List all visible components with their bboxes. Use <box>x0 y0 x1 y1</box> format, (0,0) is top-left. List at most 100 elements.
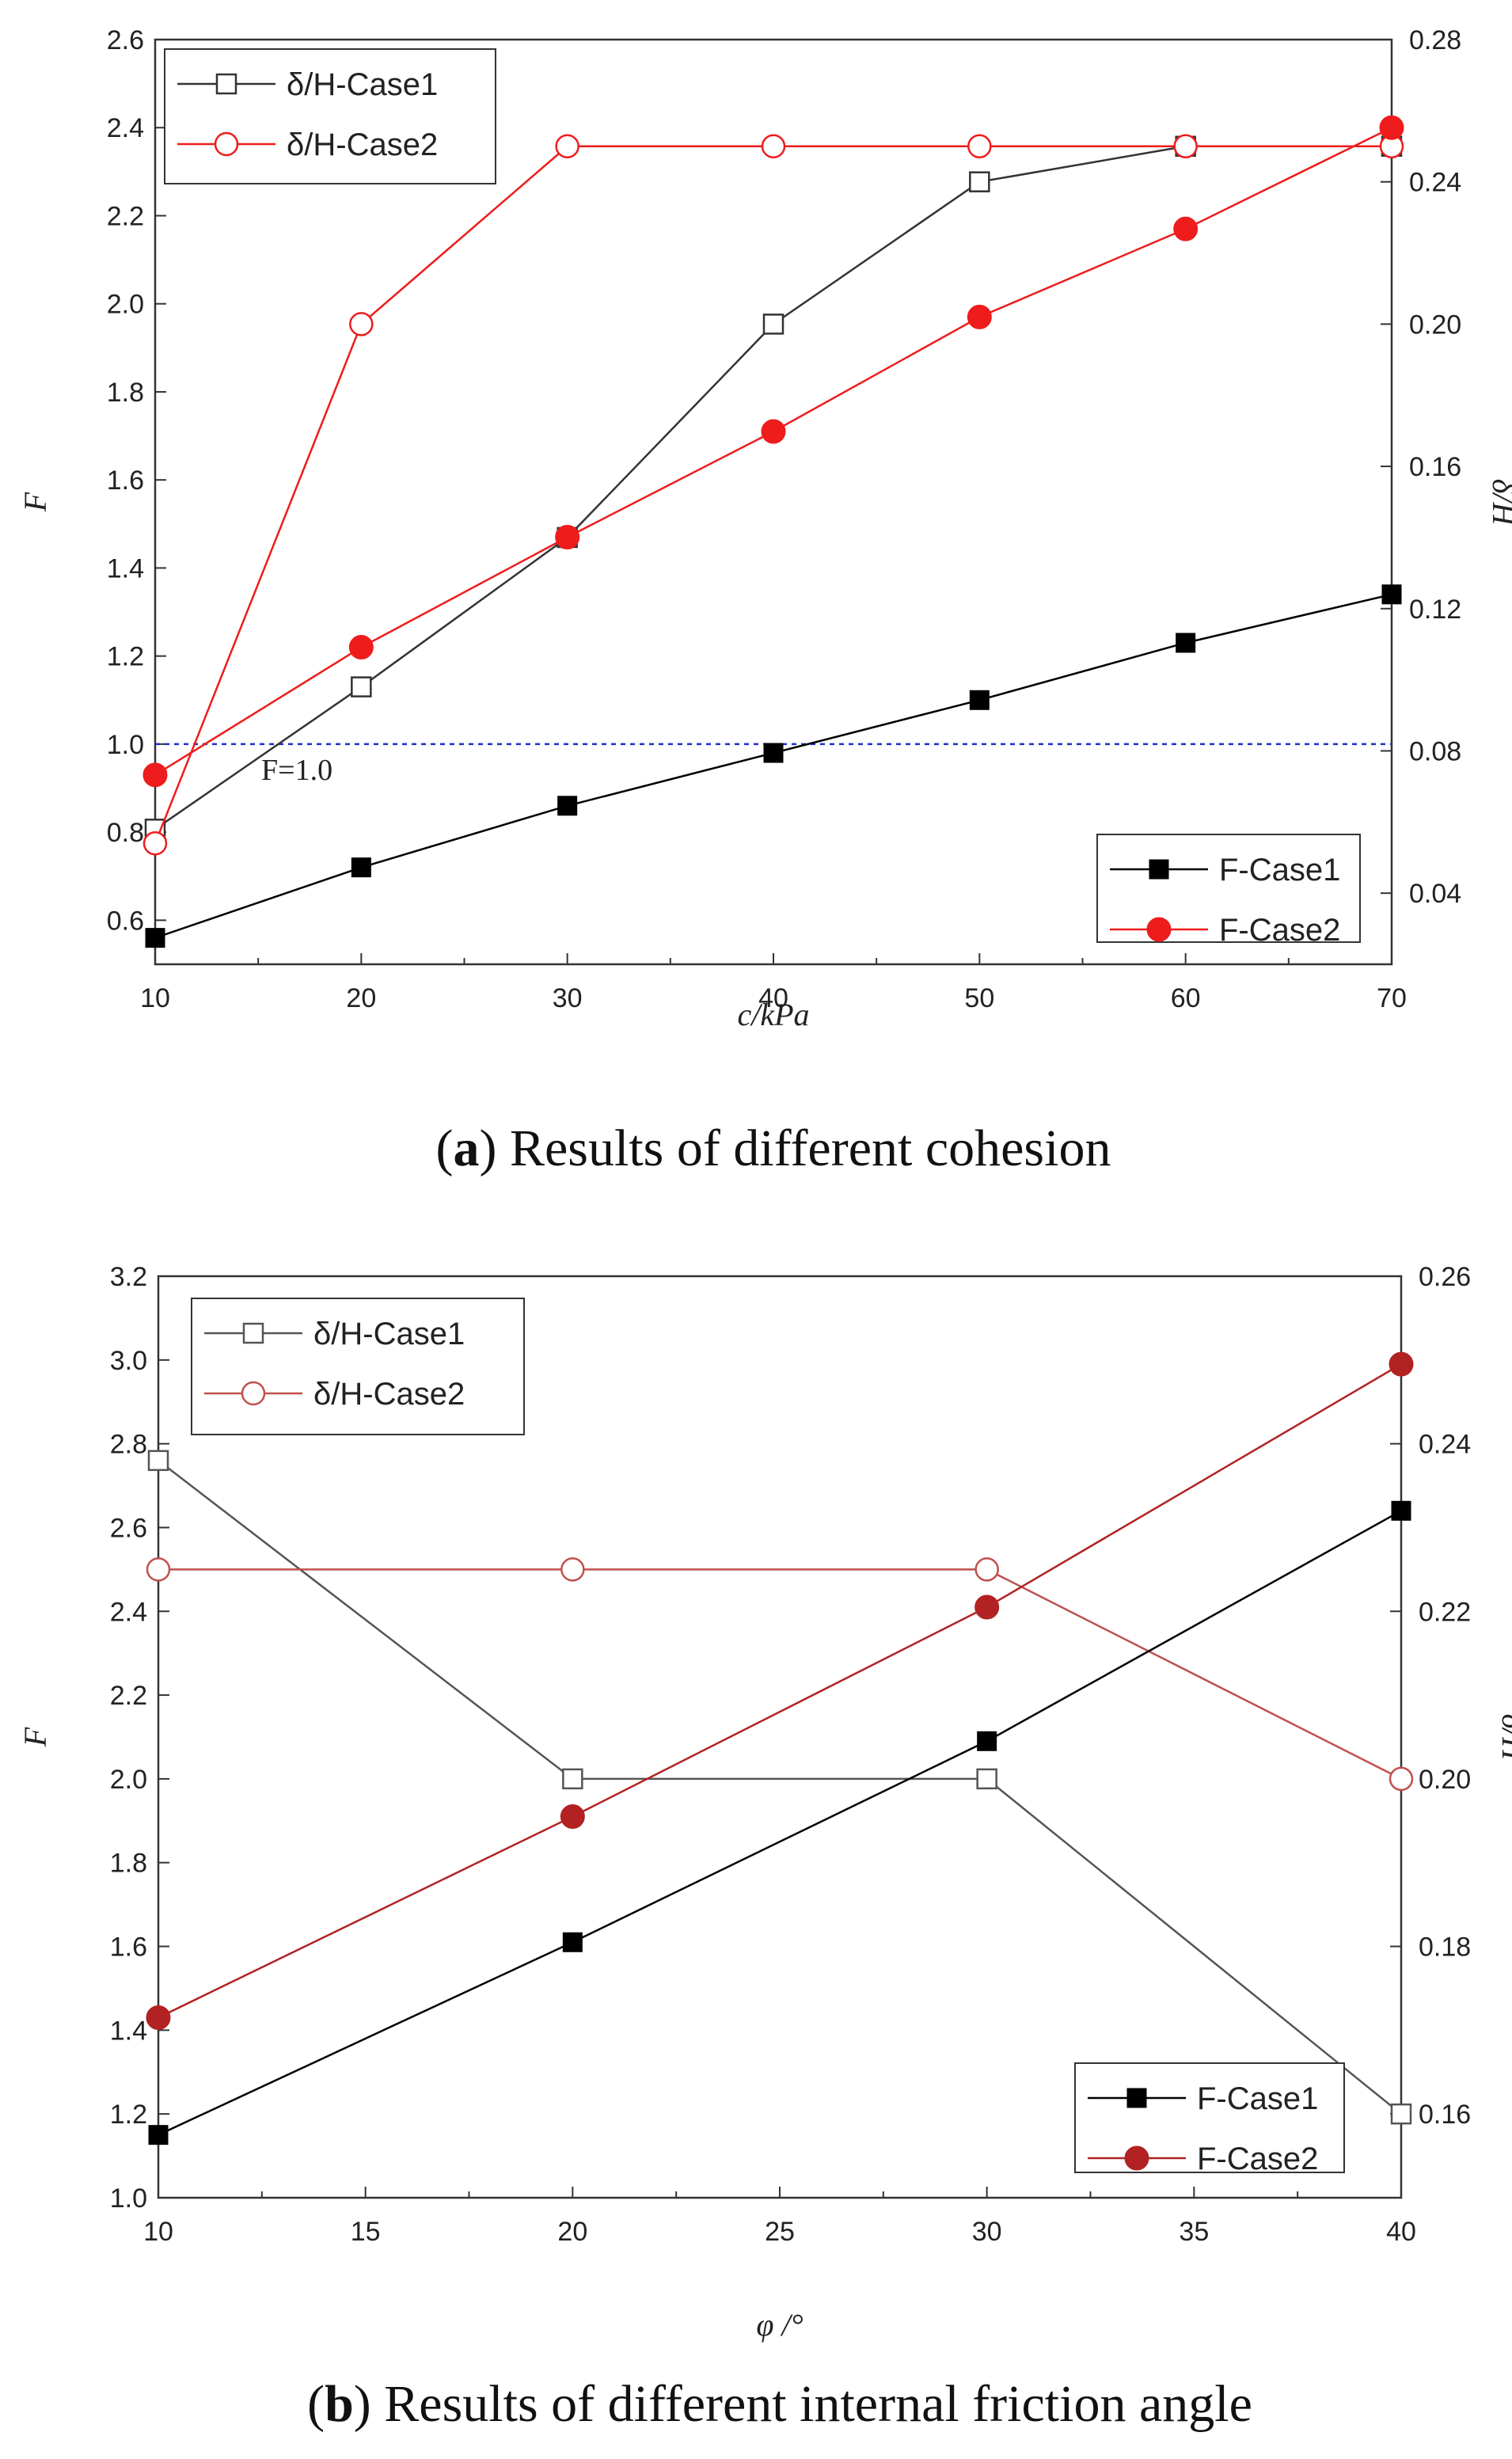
panel-b-xtick-label-4: 30 <box>972 2217 1002 2247</box>
panel-b-ytick-left-label-1: 1.2 <box>110 2100 147 2130</box>
panel-a-xtick-label-4: 50 <box>964 983 994 1013</box>
panel-b-series-3-point-1 <box>560 1804 585 1830</box>
panel-b-caption-text: ) Results of different internal friction… <box>354 2375 1252 2433</box>
panel-a-series-1-point-5 <box>1173 134 1198 159</box>
panel-b-legend-top-legend-marker-1 <box>241 1381 266 1406</box>
panel-b-xtick-label-2: 20 <box>557 2217 587 2247</box>
panel-b-ytick-right-label-2: 0.20 <box>1419 1765 1471 1795</box>
panel-b-caption-open: ( <box>307 2375 325 2433</box>
panel-a-y-axis-label-right: δ/H <box>1486 479 1512 527</box>
panel-a: 10 20 30 40 50 60 70 0.6 0.8 1.0 1.2 1.4 1.6 1.8 2.0 2.… <box>17 25 1512 1177</box>
panel-a-series-1-point-1 <box>349 312 374 336</box>
panel-a-series-1-point-4 <box>967 134 992 159</box>
panel-b-x-axis-label: φ /° <box>756 2307 803 2343</box>
panel-a-ytick-left-label-0: 0.6 <box>107 906 144 936</box>
panel-a-ytick-right-label-6: 0.28 <box>1409 25 1461 55</box>
panel-a-legend-bottom-legend-label-1: F-Case2 <box>1219 913 1340 948</box>
panel-b-caption: (b) Results of different internal fricti… <box>307 2375 1252 2433</box>
panel-b-ytick-right-label-4: 0.24 <box>1419 1430 1471 1460</box>
panel-a-legend-top-legend-marker-1 <box>214 131 239 157</box>
panel-b-xtick-label-1: 15 <box>351 2217 381 2247</box>
panel-b-ytick-right-label-1: 0.18 <box>1419 1933 1471 1963</box>
panel-a-series-1-point-2 <box>555 134 579 159</box>
panel-a-xtick-label-6: 70 <box>1377 983 1407 1013</box>
panel-a-series-0-point-1 <box>351 676 372 697</box>
panel-b-series-line-0 <box>158 1459 1402 2115</box>
panel-b-ytick-left-label-5: 2.0 <box>110 1765 147 1795</box>
panel-a-series-3-point-0 <box>142 762 168 788</box>
panel-a-series-3-point-5 <box>1173 216 1199 241</box>
panel-b-legend-bottom-legend-label-1: F-Case2 <box>1197 2142 1318 2176</box>
panel-b-series-line-3 <box>158 1363 1402 2019</box>
panel-b-ytick-left-label-7: 2.4 <box>110 1597 147 1627</box>
panel-a-legend-bottom-legend-label-0: F-Case1 <box>1219 853 1340 887</box>
panel-b-xtick-label-0: 10 <box>143 2217 173 2247</box>
panel-b-xtick-label-5: 35 <box>1179 2217 1209 2247</box>
panel-a-x-axis-label: c/kPa <box>737 997 809 1032</box>
panel-a-xtick-label-3: 40 <box>758 983 788 1013</box>
panel-b-xtick-label-6: 40 <box>1386 2217 1416 2247</box>
panel-b-legend-bottom-legend-marker-1 <box>1124 2145 1149 2171</box>
panel-b-legend-top-legend-marker-0 <box>242 1322 264 1344</box>
panel-b-legend-top-legend-box <box>191 1298 525 1435</box>
panel-a-ytick-right-label-5: 0.24 <box>1409 168 1461 198</box>
panel-b-legend-top-legend-label-0: δ/H-Case1 <box>313 1317 465 1351</box>
panel-a-series-3-point-2 <box>555 524 580 549</box>
panel-a-legend-bottom-legend-marker-0 <box>1149 859 1169 880</box>
panel-a-ytick-left-label-8: 2.2 <box>107 201 144 231</box>
panel-a-xtick-label-5: 60 <box>1171 983 1201 1013</box>
panel-b-ytick-left-label-0: 1.0 <box>110 2183 147 2214</box>
panel-a-series-2-point-5 <box>1176 633 1196 653</box>
panel-a-caption: (a) Results of different cohesion <box>436 1119 1111 1177</box>
panel-b-ytick-right-label-5: 0.26 <box>1419 1262 1471 1292</box>
panel-b-series-0-point-3 <box>1390 2103 1412 2125</box>
panel-b-series-1-point-1 <box>560 1557 585 1582</box>
panel-b-ytick-right-label-3: 0.22 <box>1419 1597 1471 1627</box>
panel-a-ytick-left-label-3: 1.2 <box>107 642 144 672</box>
panel-a-series-line-1 <box>154 145 1392 844</box>
panel-b: 10 15 20 25 30 35 40 1.0 1.2 1.4 1.6 1.8 2.0 2.2 2.4 2.… <box>17 1262 1512 2433</box>
panel-a-caption-open: ( <box>436 1119 454 1177</box>
panel-b-series-3-point-2 <box>974 1594 1000 1620</box>
panel-b-y-axis-label-right: δ/H <box>1495 1714 1512 1762</box>
panel-a-ytick-left-label-4: 1.4 <box>107 553 144 583</box>
panel-a-series-3-point-6 <box>1379 115 1404 140</box>
panel-a-ytick-right-label-0: 0.04 <box>1409 879 1461 909</box>
panel-a-caption-letter: a <box>454 1119 480 1177</box>
panel-a-series-0-point-4 <box>969 171 990 192</box>
panel-a-legend-top-legend-marker-0 <box>215 73 237 95</box>
panel-b-series-2-point-2 <box>977 1731 997 1751</box>
panel-b-ytick-right-label-0: 0.16 <box>1419 2100 1471 2130</box>
panel-a-ytick-left-label-10: 2.6 <box>107 25 144 55</box>
panel-b-ytick-left-label-8: 2.6 <box>110 1513 147 1543</box>
panel-a-series-line-3 <box>154 127 1392 776</box>
panel-b-legend-bottom-legend-marker-0 <box>1126 2088 1147 2108</box>
panel-b-caption-letter: b <box>325 2375 354 2433</box>
panel-b-series-1-point-2 <box>974 1557 999 1582</box>
panel-a-series-line-0 <box>154 145 1392 830</box>
panel-b-series-0-point-2 <box>976 1768 997 1790</box>
panel-a-legend-top-legend-label-1: δ/H-Case2 <box>287 127 438 162</box>
panel-a-xtick-label-0: 10 <box>140 983 170 1013</box>
panel-b-series-line-1 <box>158 1568 1402 1781</box>
panel-b-legend-bottom-legend-label-0: F-Case1 <box>1197 2081 1318 2116</box>
panel-a-xtick-label-2: 30 <box>553 983 583 1013</box>
panel-a-series-2-point-4 <box>969 690 990 710</box>
panel-b-series-2-point-3 <box>1391 1500 1411 1521</box>
panel-a-reference-label: F=1.0 <box>261 754 332 787</box>
panel-b-series-2-point-0 <box>148 2125 169 2145</box>
panel-b-series-1-point-3 <box>1389 1766 1414 1792</box>
panel-a-ytick-right-label-1: 0.08 <box>1409 736 1461 766</box>
panel-a-series-2-point-1 <box>351 857 371 878</box>
panel-a-series-1-point-3 <box>761 134 786 159</box>
panel-a-ytick-left-label-5: 1.6 <box>107 466 144 496</box>
panel-a-legend-top-legend-box <box>164 48 496 184</box>
panel-a-series-2-point-2 <box>557 796 578 816</box>
panel-a-series-0-point-3 <box>762 314 784 335</box>
panel-b-series-3-point-3 <box>1389 1351 1414 1377</box>
panel-a-ytick-left-label-1: 0.8 <box>107 818 144 848</box>
panel-b-ytick-left-label-3: 1.6 <box>110 1933 147 1963</box>
panel-a-caption-text: ) Results of different cohesion <box>480 1119 1111 1177</box>
panel-a-legend-bottom-legend-marker-1 <box>1146 917 1172 942</box>
